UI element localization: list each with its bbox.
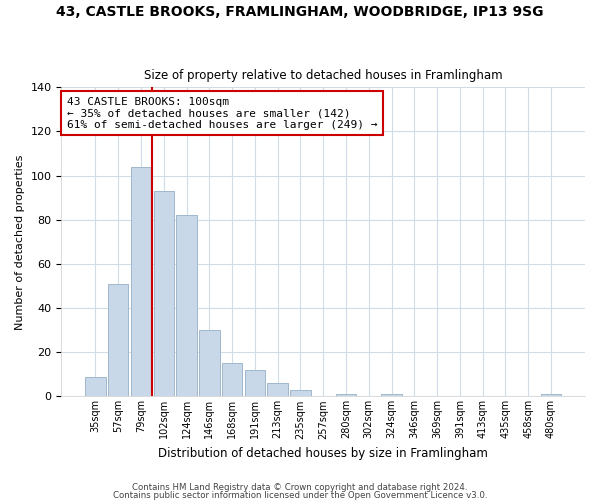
Bar: [131, 167, 151, 396]
Bar: [222, 364, 242, 396]
Bar: [176, 216, 197, 396]
Bar: [199, 330, 220, 396]
Bar: [381, 394, 402, 396]
Bar: [268, 383, 288, 396]
Bar: [245, 370, 265, 396]
Bar: [290, 390, 311, 396]
Bar: [154, 191, 174, 396]
Bar: [85, 376, 106, 396]
Bar: [336, 394, 356, 396]
Text: Contains public sector information licensed under the Open Government Licence v3: Contains public sector information licen…: [113, 490, 487, 500]
Text: 43, CASTLE BROOKS, FRAMLINGHAM, WOODBRIDGE, IP13 9SG: 43, CASTLE BROOKS, FRAMLINGHAM, WOODBRID…: [56, 5, 544, 19]
Bar: [541, 394, 561, 396]
Y-axis label: Number of detached properties: Number of detached properties: [15, 154, 25, 330]
Text: Contains HM Land Registry data © Crown copyright and database right 2024.: Contains HM Land Registry data © Crown c…: [132, 484, 468, 492]
Bar: [108, 284, 128, 397]
X-axis label: Distribution of detached houses by size in Framlingham: Distribution of detached houses by size …: [158, 447, 488, 460]
Text: 43 CASTLE BROOKS: 100sqm
← 35% of detached houses are smaller (142)
61% of semi-: 43 CASTLE BROOKS: 100sqm ← 35% of detach…: [67, 96, 377, 130]
Title: Size of property relative to detached houses in Framlingham: Size of property relative to detached ho…: [144, 69, 503, 82]
